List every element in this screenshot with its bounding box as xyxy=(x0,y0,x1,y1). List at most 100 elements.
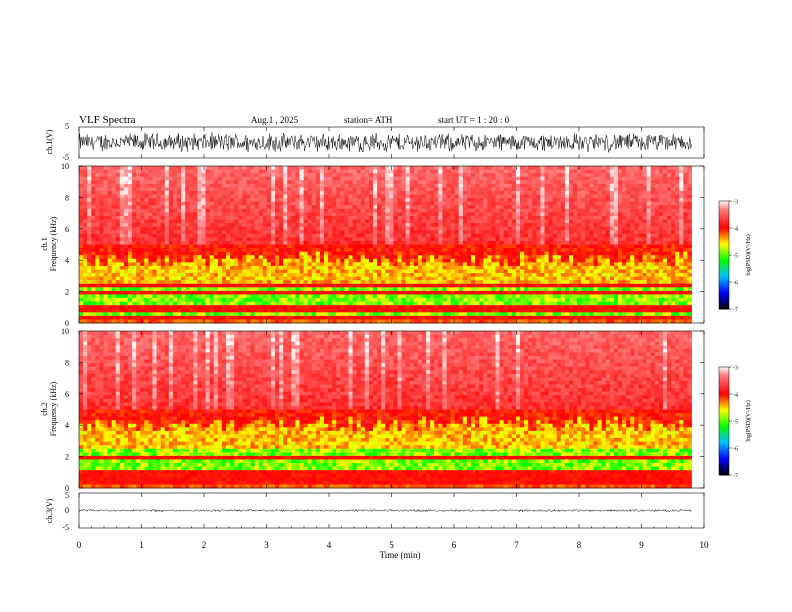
spectrogram-cell xyxy=(393,251,398,256)
spectrogram-cell xyxy=(389,244,394,249)
spectrogram-cell xyxy=(221,194,227,199)
spectrogram-cell xyxy=(128,208,133,213)
spectrogram-cell xyxy=(466,262,472,267)
spectrogram-cell xyxy=(495,190,500,195)
spectrogram-cell xyxy=(417,215,423,220)
spectrogram-cell xyxy=(148,255,153,260)
spectrogram-cell xyxy=(123,280,129,285)
spectrogram-cell xyxy=(487,294,492,299)
spectrogram-cell xyxy=(160,255,166,260)
spectrogram-cell xyxy=(352,187,358,192)
spectrogram-cell xyxy=(389,276,394,281)
spectrogram-cell xyxy=(450,319,456,324)
spectrogram-cell xyxy=(287,169,292,174)
spectrogram-cell xyxy=(328,280,333,285)
spectrogram-cell xyxy=(520,298,525,302)
spectrogram-cell xyxy=(95,269,100,274)
spectrogram-cell xyxy=(503,280,509,285)
spectrogram-cell xyxy=(217,298,223,302)
spectrogram-cell xyxy=(226,248,231,253)
spectrogram-cell xyxy=(221,237,227,242)
spectrogram-cell xyxy=(405,258,411,263)
spectrogram-cell xyxy=(511,240,517,245)
spectrogram-cell xyxy=(434,180,439,185)
spectrogram-cell xyxy=(409,187,415,192)
spectrogram-cell xyxy=(234,233,239,238)
spectrogram-cell xyxy=(426,166,431,170)
spectrogram-cell xyxy=(328,319,333,324)
spectrogram-cell xyxy=(340,298,345,302)
spectrogram-cell xyxy=(401,269,407,274)
spectrogram-cell xyxy=(426,240,431,245)
spectrogram-cell xyxy=(524,308,529,313)
spectrogram-cell xyxy=(368,219,374,224)
spectrogram-cell xyxy=(168,166,174,170)
spectrogram-cell xyxy=(303,230,309,235)
spectrogram-cell xyxy=(324,230,329,235)
spectrogram-cell xyxy=(119,283,125,288)
spectrogram-cell xyxy=(458,223,464,228)
spectrogram-cell xyxy=(458,315,464,320)
spectrogram-cell xyxy=(99,233,104,238)
spectrogram-cell xyxy=(438,255,443,260)
spectrogram-cell xyxy=(454,301,460,306)
spectrogram-cell xyxy=(238,258,243,263)
spectrogram-cell xyxy=(393,308,398,313)
spectrogram-cell xyxy=(475,244,480,249)
spectrogram-cell xyxy=(283,308,288,313)
spectrogram-cell xyxy=(458,187,464,192)
spectrogram-cell xyxy=(242,301,247,306)
spectrogram-cell xyxy=(507,258,513,263)
spectrogram-cell xyxy=(156,262,162,267)
spectrogram-cell xyxy=(430,190,435,195)
spectrogram-cell xyxy=(189,244,194,249)
spectrogram-cell xyxy=(515,176,521,181)
spectrogram-cell xyxy=(140,230,145,235)
spectrogram-cell xyxy=(136,176,141,181)
spectrogram-cell xyxy=(483,276,488,281)
spectrogram-cell xyxy=(160,315,166,320)
spectrogram-cell xyxy=(172,198,178,203)
spectrogram-cell xyxy=(536,212,541,217)
spectrogram-cell xyxy=(471,283,476,288)
spectrogram-cell xyxy=(466,166,472,170)
spectrogram-cell xyxy=(152,248,157,253)
spectrogram-cell xyxy=(491,240,496,245)
spectrogram-cell xyxy=(128,294,133,299)
spectrogram-cell xyxy=(328,205,333,210)
spectrogram-cell xyxy=(279,273,284,278)
spectrogram-cell xyxy=(401,219,407,224)
spectrogram-cell xyxy=(528,208,533,213)
spectrogram-cell xyxy=(209,223,215,228)
spectrogram-cell xyxy=(389,233,394,238)
spectrogram-cell xyxy=(262,294,268,299)
spectrogram-cell xyxy=(491,287,496,292)
spectrogram-cell xyxy=(520,240,525,245)
spectrogram-cell xyxy=(181,187,186,192)
spectrogram-cell xyxy=(336,205,341,210)
spectrogram-cell xyxy=(189,201,194,206)
spectrogram-cell xyxy=(270,244,276,249)
spectrogram-cell xyxy=(209,166,215,170)
spectrogram-cell xyxy=(413,287,419,292)
spectrogram-cell xyxy=(377,305,382,310)
spectrogram-cell xyxy=(164,308,170,313)
spectrogram-cell xyxy=(250,226,255,231)
spectrogram-cell xyxy=(446,205,451,210)
spectrogram-cell xyxy=(168,269,174,274)
spectrogram-cell xyxy=(511,248,517,253)
spectrogram-cell xyxy=(536,319,541,324)
spectrogram-cell xyxy=(356,315,362,320)
spectrogram-cell xyxy=(495,233,500,238)
spectrogram-cell xyxy=(397,283,402,288)
spectrogram-cell xyxy=(136,248,141,253)
spectrogram-cell xyxy=(422,305,427,310)
spectrogram-cell xyxy=(417,237,423,242)
spectrogram-cell xyxy=(197,219,202,224)
spectrogram-cell xyxy=(246,273,251,278)
spectrogram-cell xyxy=(295,190,300,195)
spectrogram-cell xyxy=(381,169,386,174)
spectrogram-cell xyxy=(295,205,300,210)
spectrogram-cell xyxy=(381,273,386,278)
